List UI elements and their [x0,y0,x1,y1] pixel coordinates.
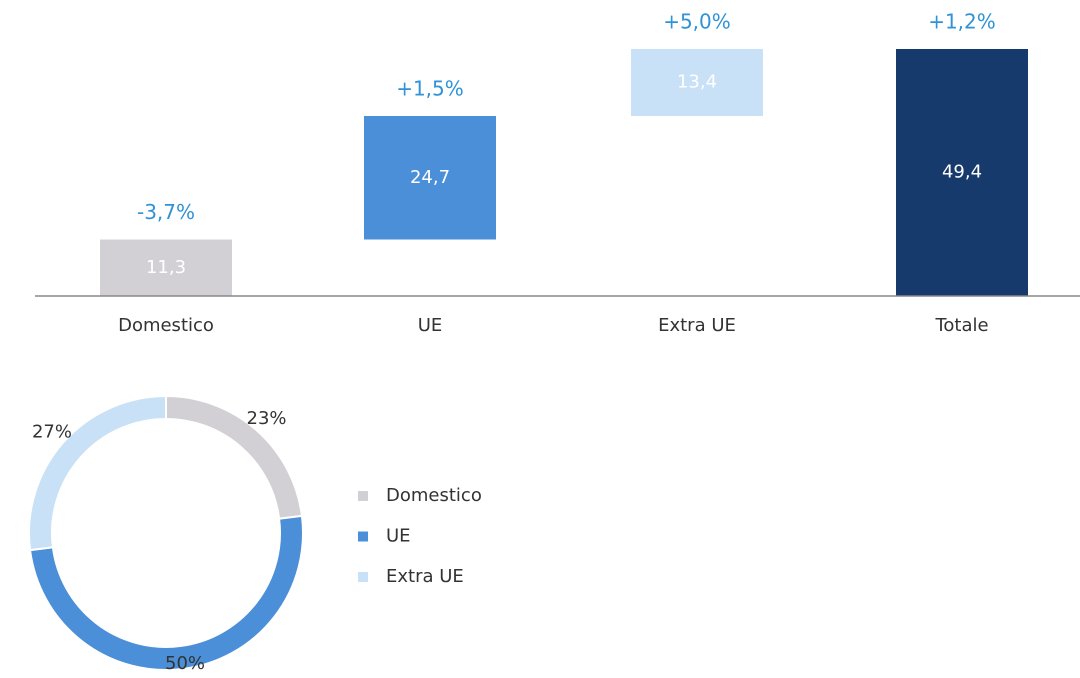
legend-label: UE [386,526,411,547]
value-label: 50% [165,653,205,674]
value-label: 27% [32,421,72,442]
x-tick-label: Domestico [118,315,214,336]
change-label: +1,2% [928,10,996,34]
x-tick-label: Totale [934,315,988,336]
value-label: 11,3 [146,257,186,278]
bar [631,49,763,116]
legend-label: Extra UE [386,566,464,587]
bar [364,116,496,240]
legend-swatch [358,531,368,542]
donut-segment [28,514,304,671]
change-label: -3,7% [137,200,195,224]
change-label: +1,5% [396,77,464,101]
value-label: 49,4 [942,162,982,183]
x-tick-label: Extra UE [658,315,736,336]
value-label: 23% [247,408,287,429]
legend-swatch [358,491,368,501]
change-label: +5,0% [663,10,731,34]
bar [896,49,1028,296]
legend-label: Domestico [386,485,482,506]
value-label: 24,7 [410,167,450,188]
legend-swatch [358,572,368,582]
donut-segment [28,394,167,552]
bar [100,239,232,296]
value-label: 13,4 [677,72,717,93]
x-tick-label: UE [418,315,443,336]
